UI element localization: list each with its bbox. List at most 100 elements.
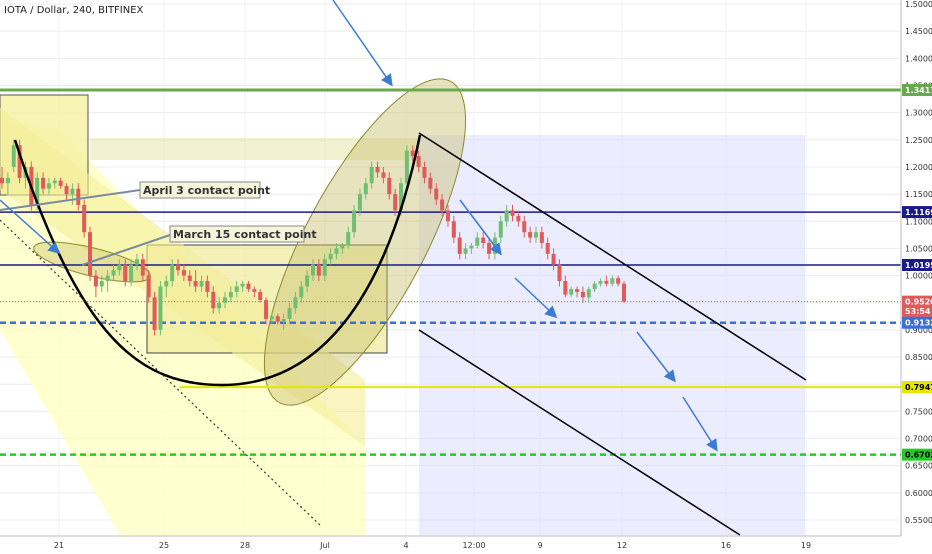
- candle-body: [228, 291, 233, 298]
- arrow-left: [0, 199, 61, 255]
- x-tick-label: 25: [159, 541, 169, 550]
- candle-body: [41, 177, 46, 189]
- channel-top-line: [418, 132, 807, 381]
- price-tag: [902, 316, 932, 329]
- candle-body: [275, 316, 280, 322]
- candle-body: [199, 281, 204, 287]
- candle-body: [404, 150, 409, 184]
- candle-body: [522, 221, 527, 233]
- price-tag-label: 53:54: [905, 307, 931, 316]
- x-tick-label: 12:00: [462, 541, 485, 550]
- candle-body: [222, 297, 227, 303]
- y-tick-label: 1.3000: [905, 109, 932, 118]
- candle-body: [422, 166, 427, 178]
- candle-body: [445, 210, 450, 222]
- april3-pointer-line: [0, 189, 141, 211]
- candle-body: [70, 188, 75, 195]
- candle-body: [451, 221, 456, 238]
- x-tick-label: Jul: [319, 541, 330, 550]
- y-tick-label: 1.1000: [905, 217, 932, 226]
- candle-body: [357, 194, 362, 211]
- candle-body: [369, 166, 374, 184]
- april3-label: April 3 contact point: [143, 184, 270, 197]
- x-tick-label: 28: [240, 541, 250, 550]
- y-tick-label: 1.5000: [905, 0, 932, 9]
- candle-body: [93, 275, 98, 287]
- price-tag-label: 1.3417: [905, 86, 932, 95]
- price-tag: [902, 295, 932, 308]
- x-tick-label: 21: [54, 541, 64, 550]
- candle-body: [545, 242, 550, 254]
- dotted-trendline: [0, 219, 321, 526]
- candle-body: [0, 177, 4, 184]
- candle-body: [211, 291, 216, 309]
- candle-body: [129, 264, 134, 282]
- candle-body: [134, 259, 139, 265]
- candle-body: [586, 289, 591, 298]
- candle-body: [498, 221, 503, 238]
- candle-body: [481, 237, 486, 243]
- y-tick-label: 1.2000: [905, 163, 932, 172]
- x-tick-label: 19: [801, 541, 811, 550]
- y-tick-label: 0.7500: [905, 407, 932, 416]
- candle-body: [375, 166, 380, 173]
- candle-body: [346, 232, 351, 246]
- levels-layer: [0, 88, 901, 456]
- y-tick-label: 1.2500: [905, 136, 932, 145]
- candle-body: [340, 245, 345, 249]
- candle-body: [516, 215, 521, 222]
- y-tick-label: 0.5500: [905, 516, 932, 525]
- x-tick-label: 16: [721, 541, 731, 550]
- candle-body: [328, 253, 333, 260]
- candle-body: [5, 177, 10, 184]
- y-tick-label: 0.8500: [905, 353, 932, 362]
- candle-body: [46, 183, 51, 189]
- price-tag-label: 0.9520: [905, 298, 932, 307]
- candle-body: [580, 291, 585, 298]
- candle-body: [305, 275, 310, 287]
- candle-body: [533, 232, 538, 238]
- candle-body: [551, 253, 556, 265]
- candle-body: [146, 275, 151, 298]
- arrow-top: [332, 0, 393, 87]
- arrow-mid-2: [514, 277, 558, 319]
- x-tick-label: 9: [537, 541, 542, 550]
- candle-body: [105, 275, 110, 282]
- downtrend-channel-zone: [419, 135, 805, 535]
- candle-body: [622, 283, 626, 302]
- candle-body: [457, 237, 462, 254]
- candle-body: [539, 232, 544, 243]
- candle-body: [140, 259, 145, 276]
- candle-body: [316, 264, 321, 276]
- candle-body: [170, 264, 175, 282]
- candle-body: [598, 281, 603, 284]
- candle-body: [76, 188, 81, 205]
- price-tag-label: 0.7947: [905, 383, 932, 392]
- candle-body: [387, 177, 392, 195]
- candle-body: [287, 308, 292, 320]
- candle-body: [246, 283, 251, 290]
- candle-body: [416, 156, 421, 167]
- candle-body: [352, 210, 357, 233]
- candle-body: [528, 232, 533, 238]
- candle-body: [11, 145, 16, 167]
- candle-body: [616, 278, 621, 284]
- candle-body: [311, 264, 315, 276]
- candle-body: [510, 210, 515, 216]
- price-tag-label: 1.1169: [905, 208, 932, 217]
- candle-body: [117, 264, 122, 271]
- candle-body: [240, 283, 245, 287]
- candle-body: [234, 286, 239, 292]
- candle-body: [258, 291, 263, 301]
- price-tag: [902, 304, 932, 317]
- candle-body: [322, 259, 327, 276]
- yellow-top-zone: [90, 138, 420, 160]
- price-tag: [902, 206, 932, 219]
- candle-body: [487, 242, 492, 254]
- candle-body: [187, 275, 192, 282]
- candle-body: [252, 289, 257, 292]
- candle-body: [504, 210, 509, 222]
- y-tick-label: 1.1500: [905, 190, 932, 199]
